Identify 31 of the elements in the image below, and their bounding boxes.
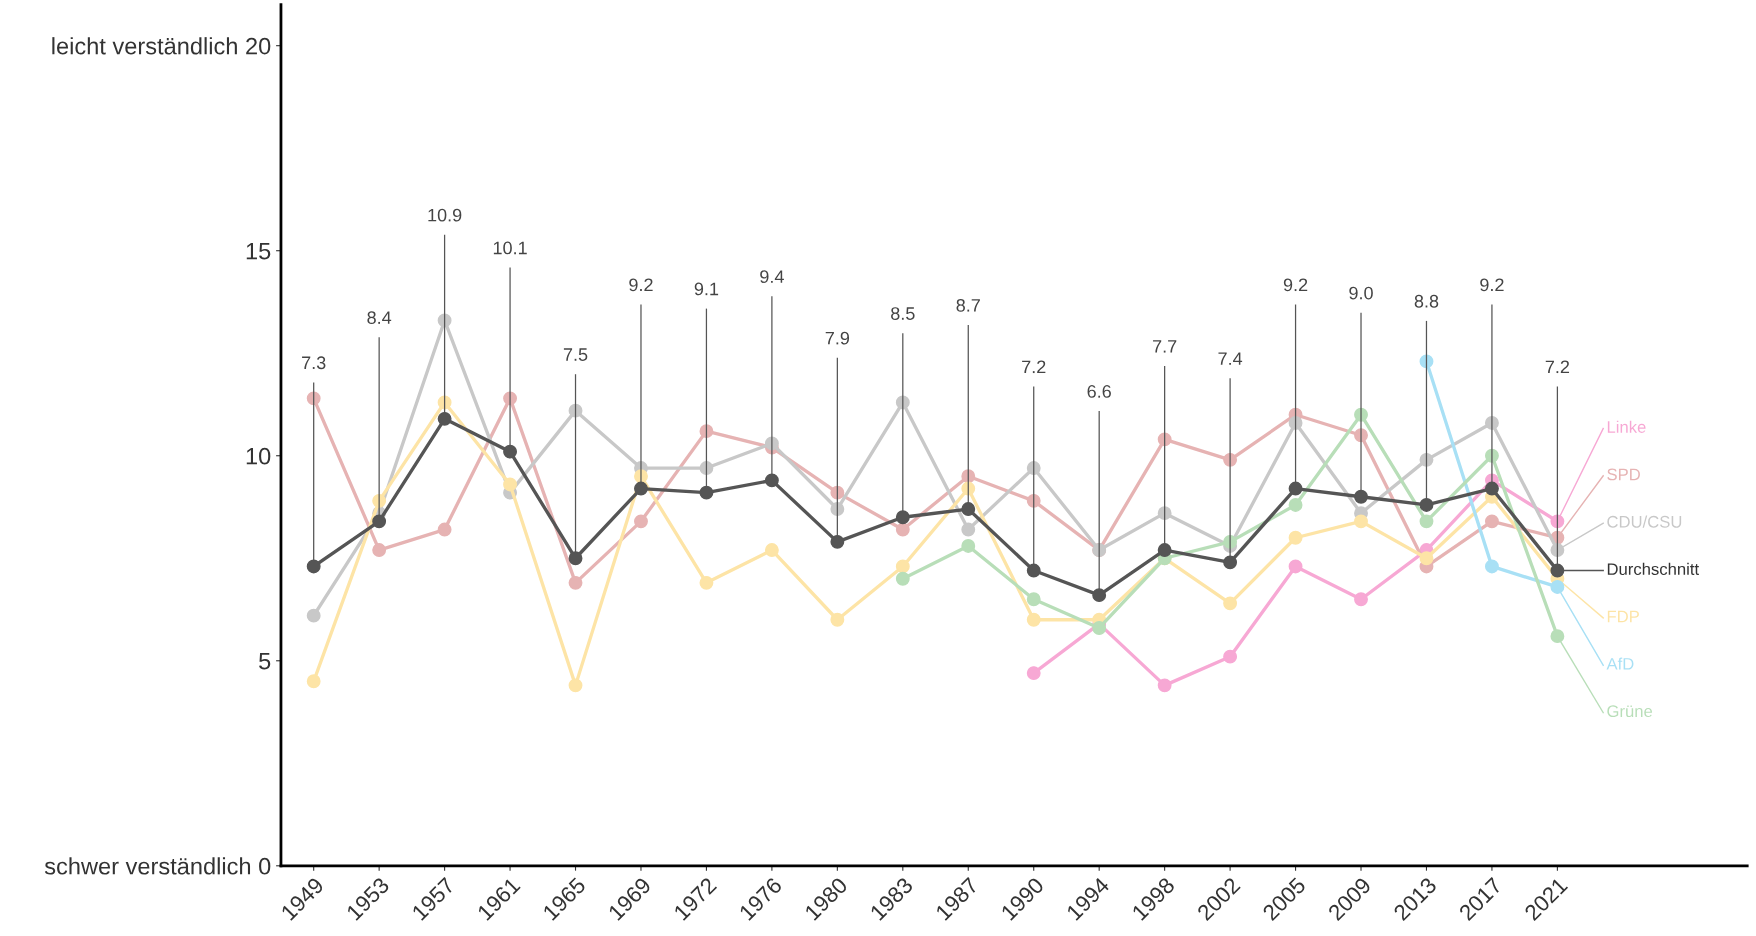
data-label: 9.1 xyxy=(694,282,719,296)
y-tick-label: 5 xyxy=(259,653,271,670)
text: Grüne xyxy=(1607,705,1653,718)
data-label: 7.3 xyxy=(302,356,326,370)
data-label: 7.5 xyxy=(563,348,588,361)
data-label: 8.5 xyxy=(891,307,915,320)
data-label: 7.4 xyxy=(1218,352,1243,365)
text: AfD xyxy=(1606,657,1634,670)
data-label: 10.1 xyxy=(493,241,527,255)
text: SPD xyxy=(1607,468,1640,481)
data-label: 6.6 xyxy=(1087,385,1111,398)
data-label: 9.2 xyxy=(629,278,653,292)
data-label: 7.2 xyxy=(1545,360,1570,374)
data-label: 10.9 xyxy=(428,208,462,222)
y-tick-label: 15 xyxy=(246,243,271,260)
data-label: 9.2 xyxy=(1283,278,1308,292)
data-label: 8.8 xyxy=(1414,294,1439,308)
data-label: 7.9 xyxy=(825,331,850,345)
y-tick-label: 10 xyxy=(246,447,271,465)
y-tick-label: schwer verständlich 0 xyxy=(44,857,271,875)
data-label: 7.7 xyxy=(1153,340,1177,353)
data-label: 9.4 xyxy=(760,270,784,284)
data-label: 8.4 xyxy=(367,311,392,325)
text: Linke xyxy=(1607,420,1646,433)
legend-label: Durchschnitt xyxy=(1607,562,1699,576)
y-tick-label: leicht verständlich 20 xyxy=(52,37,271,55)
data-label: 9.0 xyxy=(1349,286,1373,300)
text: FDP xyxy=(1607,610,1639,623)
data-label: 9.2 xyxy=(1480,278,1504,292)
data-label: 8.7 xyxy=(956,298,980,312)
data-label: 7.2 xyxy=(1022,360,1046,374)
